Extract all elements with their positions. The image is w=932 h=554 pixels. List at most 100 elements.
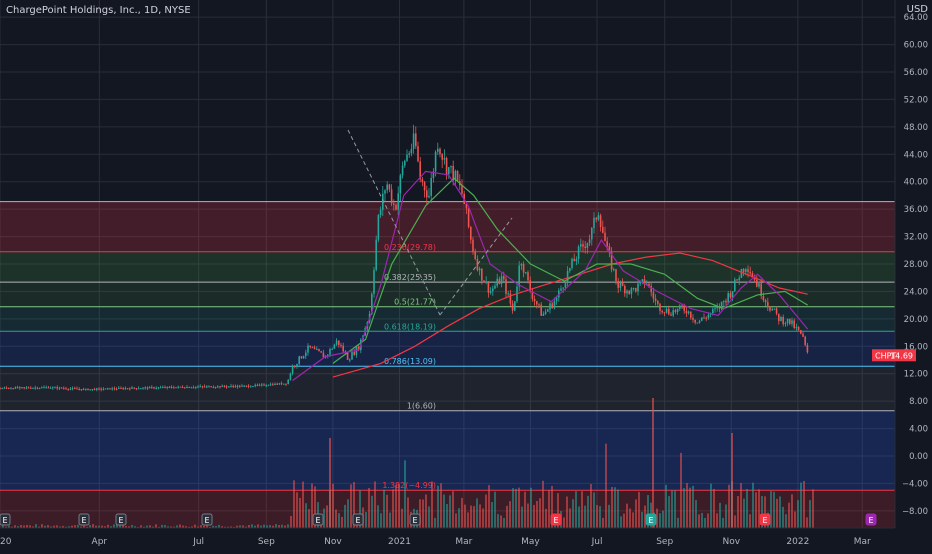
price-tick-label: 44.00 [904, 150, 928, 160]
time-tick-label: Apr [92, 537, 108, 547]
earnings-marker[interactable]: E [312, 513, 324, 526]
volume-bar [245, 526, 247, 528]
earnings-marker-letter: E [118, 516, 123, 525]
candle-body [186, 386, 188, 388]
candle-body [764, 300, 767, 303]
volume-bar [737, 495, 739, 528]
candle-body [25, 387, 28, 389]
volume-bar [287, 524, 289, 528]
volume-bar [749, 514, 751, 528]
volume-bar [644, 505, 646, 528]
earnings-marker[interactable]: E [645, 513, 657, 526]
earnings-marker[interactable]: E [115, 513, 127, 526]
volume-bar [563, 517, 565, 528]
candle-body [397, 193, 399, 210]
candle-body [670, 314, 672, 316]
candle-body [217, 386, 219, 388]
candle-body [65, 388, 67, 390]
candle-body [349, 359, 351, 361]
candle-body [287, 379, 289, 385]
candle-body [806, 345, 809, 353]
time-tick-label: Jul [591, 537, 603, 547]
candle-body [443, 157, 446, 160]
candle-body [547, 309, 549, 312]
volume-bar [269, 525, 271, 528]
earnings-marker-box [409, 513, 421, 526]
volume-bar [11, 526, 13, 528]
volume-bar [233, 526, 235, 528]
candle-body [91, 389, 94, 391]
candle-body [76, 388, 78, 390]
price-tick-label: 52.00 [904, 95, 928, 105]
volume-bar [746, 488, 748, 528]
candle-body [87, 388, 89, 391]
candle-body [606, 241, 608, 247]
candle-body [507, 293, 509, 295]
fib-zone [0, 306, 895, 332]
volume-bar [626, 503, 628, 528]
earnings-marker-box [352, 513, 364, 526]
candle-body [749, 271, 751, 274]
candle-body [133, 387, 135, 389]
volume-bar [569, 508, 571, 528]
candle-body [793, 320, 795, 328]
earnings-marker[interactable]: E [409, 513, 421, 526]
candle-body [388, 184, 391, 190]
candle-body [617, 280, 619, 288]
candle-body [346, 352, 349, 360]
candle-body [107, 388, 109, 390]
candle-body [153, 387, 155, 389]
volume-bar [506, 505, 508, 528]
volume-bar [395, 485, 397, 528]
earnings-marker[interactable]: E [201, 513, 213, 526]
candle-body [690, 311, 692, 318]
candle-body [27, 387, 30, 389]
volume-bar [479, 504, 481, 528]
earnings-marker[interactable]: E [352, 513, 364, 526]
volume-bar [794, 511, 796, 528]
volume-bar [122, 525, 124, 528]
candle-body [166, 386, 168, 388]
earnings-marker[interactable]: E [0, 513, 11, 526]
candle-body [201, 386, 204, 388]
earnings-marker[interactable]: E [865, 513, 877, 526]
candle-body [723, 300, 725, 302]
volume-bar [17, 526, 19, 528]
candle-body [509, 293, 512, 304]
earnings-marker[interactable]: E [550, 513, 562, 526]
volume-bar [293, 480, 295, 528]
candle-body [104, 388, 107, 390]
candle-body [505, 279, 507, 294]
volume-bar [164, 525, 166, 528]
candle-body [109, 388, 111, 390]
candle-body [333, 344, 336, 349]
earnings-marker[interactable]: E [759, 513, 771, 526]
candle-body [276, 383, 278, 385]
candle-body [331, 348, 333, 350]
price-tick-label: 4.00 [909, 425, 928, 435]
volume-bar [251, 524, 253, 528]
earnings-marker[interactable]: E [78, 513, 90, 526]
volume-bar [701, 512, 703, 528]
fib-zone [0, 410, 895, 491]
candle-body [267, 385, 270, 387]
candle-body [338, 340, 340, 345]
volume-spike [652, 398, 654, 528]
candle-body [430, 178, 432, 196]
volume-bar [659, 513, 661, 528]
candle-body [56, 387, 58, 389]
candle-body [758, 283, 760, 287]
candle-body [784, 323, 787, 325]
volume-bar [35, 524, 37, 528]
candle-body [274, 383, 276, 385]
candle-body [742, 269, 745, 272]
volume-bar [455, 513, 457, 528]
volume-bar [290, 516, 292, 528]
candle-body [648, 283, 650, 286]
volume-bar [344, 504, 346, 528]
candle-body [401, 165, 404, 176]
volume-bar [668, 496, 670, 528]
